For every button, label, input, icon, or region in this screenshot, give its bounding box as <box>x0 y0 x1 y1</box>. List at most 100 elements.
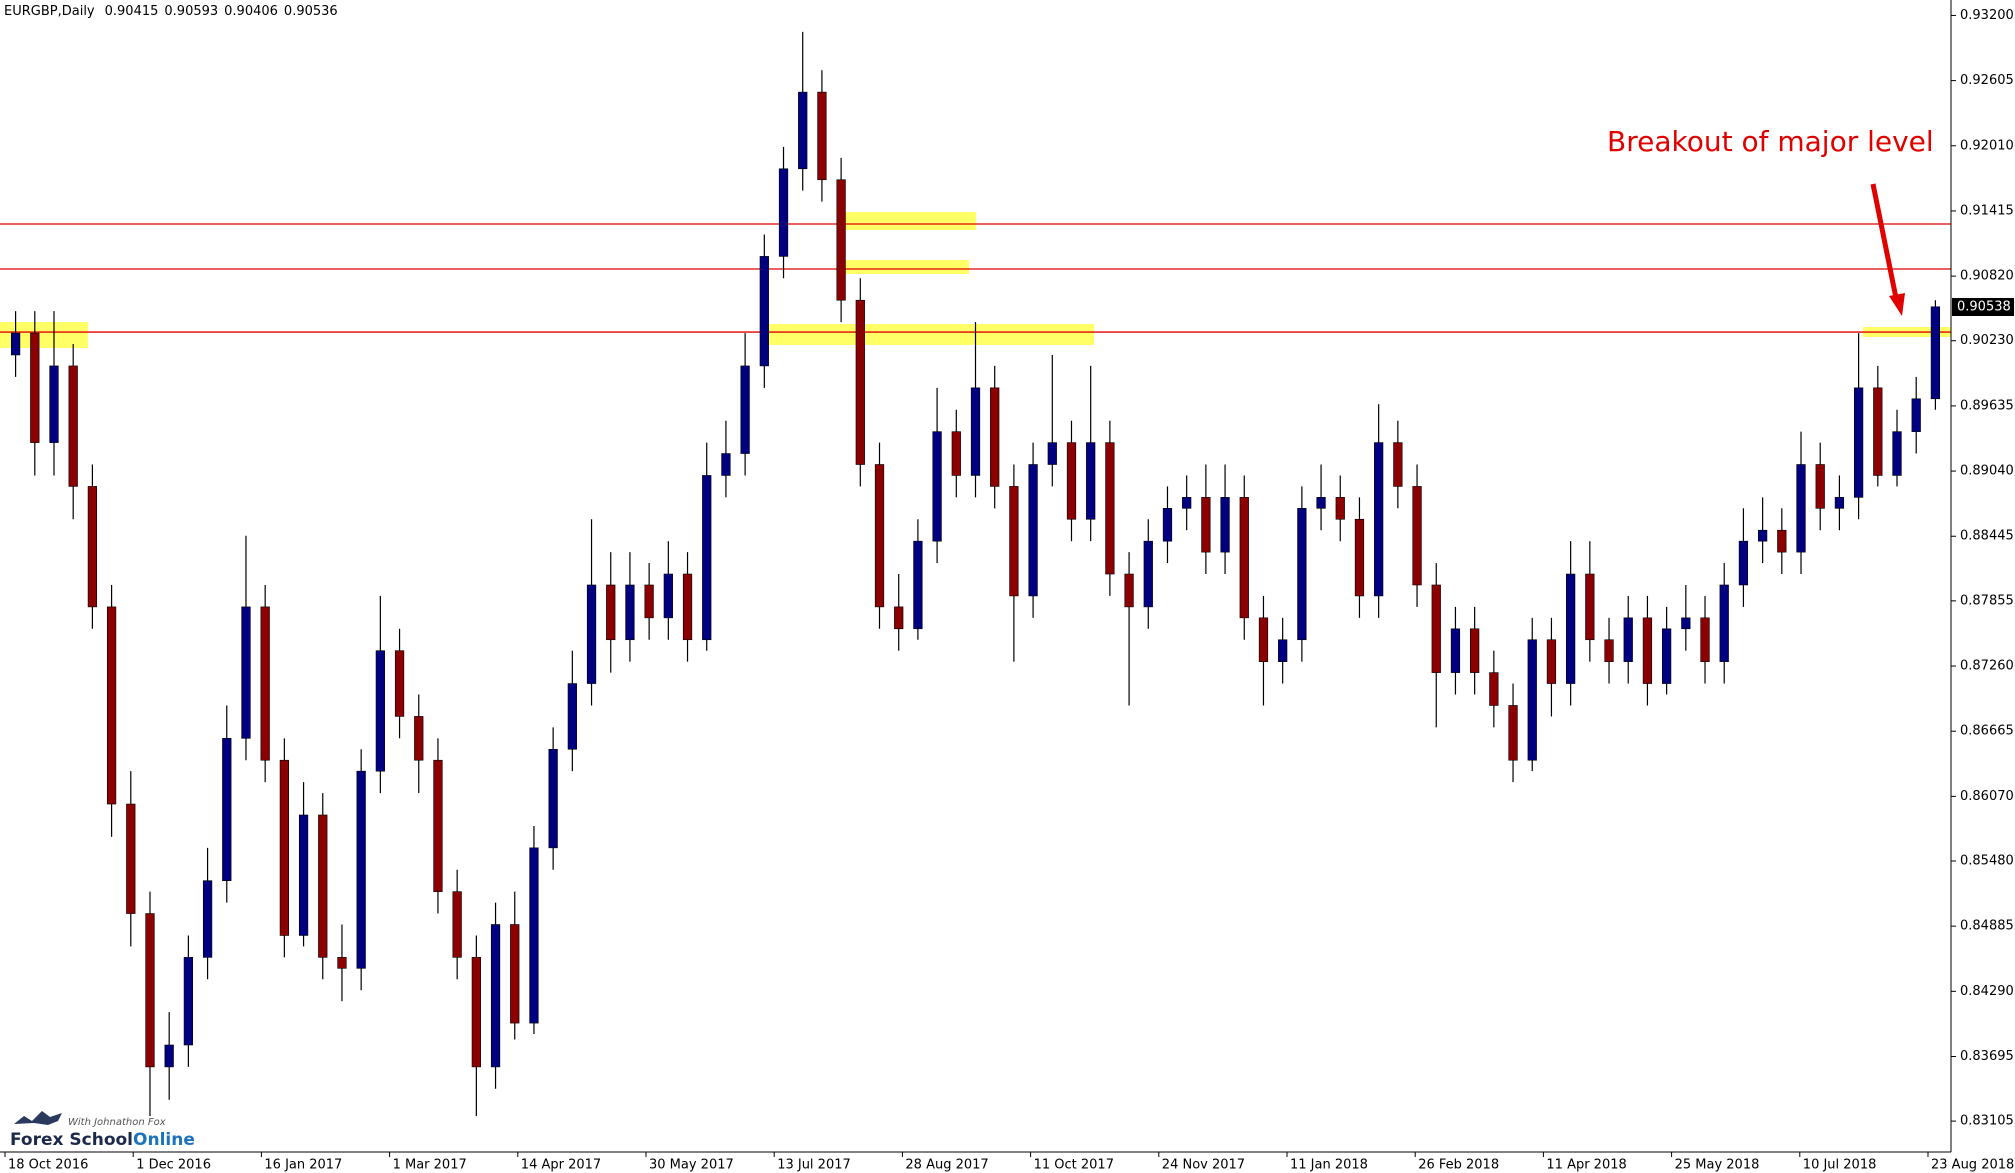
candle-body <box>1124 573 1134 608</box>
candle-body <box>1815 464 1825 509</box>
candle-body <box>1853 387 1864 498</box>
candle-body <box>874 464 885 608</box>
candle-body <box>1623 617 1633 662</box>
candle-body <box>1777 529 1787 553</box>
candle-body <box>548 748 558 849</box>
candle-body <box>1028 464 1038 597</box>
candle-body <box>1604 639 1614 662</box>
logo-icon <box>14 1111 62 1125</box>
candle-body <box>1566 573 1576 684</box>
candle-body <box>106 606 117 805</box>
candle-body <box>145 913 155 1068</box>
y-tick-label: 0.83105 <box>1960 1114 2014 1129</box>
candle-body <box>1892 431 1902 476</box>
candle-body <box>1431 584 1441 673</box>
x-tick-label: 1 Dec 2016 <box>136 1158 211 1173</box>
x-tick-label: 18 Oct 2016 <box>8 1158 88 1173</box>
candle-body <box>1738 540 1749 586</box>
y-tick-label: 0.87855 <box>1960 593 2014 608</box>
x-tick-label: 24 Nov 2017 <box>1162 1158 1245 1173</box>
candle-body <box>433 759 443 892</box>
x-tick-label: 11 Apr 2018 <box>1546 1158 1626 1173</box>
candle-body <box>375 650 385 772</box>
candle-body <box>394 650 405 717</box>
candle-body <box>1335 497 1345 520</box>
candle-body <box>1834 497 1845 509</box>
candle-body <box>87 486 98 608</box>
candle-body <box>1162 508 1173 542</box>
candle-body <box>1796 464 1806 553</box>
y-tick-label: 0.89635 <box>1960 398 2014 413</box>
logo-suffix: Online <box>133 1130 195 1150</box>
y-tick-label: 0.84885 <box>1960 919 2014 934</box>
header-close: 0.90536 <box>284 4 338 19</box>
logo-tagline: With Johnathon Fox <box>68 1117 166 1128</box>
y-tick-label: 0.84290 <box>1960 984 2014 999</box>
candle-body <box>817 91 827 181</box>
y-tick-label: 0.85480 <box>1960 853 2014 868</box>
candle-body <box>1662 628 1672 684</box>
candle-body <box>1278 639 1288 662</box>
candle-body <box>644 584 654 619</box>
candle-body <box>183 957 194 1046</box>
candle-body <box>318 814 328 958</box>
y-tick-label: 0.90820 <box>1960 269 2014 284</box>
candle-body <box>452 891 462 958</box>
candle-body <box>1047 442 1057 465</box>
candle-body <box>663 573 673 619</box>
candle-body <box>1681 617 1691 630</box>
logo-text: Forex SchoolOnline <box>10 1130 195 1150</box>
x-tick-label: 23 Aug 2018 <box>1931 1158 2014 1173</box>
candle-body <box>1143 540 1153 608</box>
candle-body <box>1201 497 1211 553</box>
candle-body <box>30 332 40 443</box>
header-open: 0.90415 <box>105 4 159 19</box>
candle-body <box>10 332 21 356</box>
candle-body <box>126 803 136 914</box>
candle-body <box>836 179 846 301</box>
candle-body <box>1700 617 1710 662</box>
candle-body <box>490 924 501 1068</box>
zone-highlight <box>842 260 969 274</box>
candle-body <box>260 606 270 761</box>
candle-body <box>1642 617 1653 684</box>
candle-body <box>951 431 961 476</box>
annotation-arrow <box>1870 183 1905 316</box>
candle-body <box>279 759 289 936</box>
candle-body <box>164 1044 174 1068</box>
candle-body <box>241 606 251 739</box>
candle-body <box>1450 628 1461 673</box>
arrow-head <box>1889 293 1905 316</box>
x-tick-label: 30 May 2017 <box>649 1158 734 1173</box>
candle-body <box>740 365 750 454</box>
y-tick-label: 0.86070 <box>1960 789 2014 804</box>
candle-body <box>778 168 789 257</box>
candle-body <box>202 880 213 958</box>
candle-body <box>970 387 981 476</box>
candle-body <box>1354 518 1365 597</box>
candle-body <box>471 957 481 1068</box>
symbol: EURGBP,Daily <box>4 4 95 19</box>
candle-body <box>1374 442 1384 597</box>
x-tick-label: 28 Aug 2017 <box>905 1158 988 1173</box>
zone-highlight <box>839 212 976 230</box>
x-tick-label: 16 Jan 2017 <box>264 1158 342 1173</box>
x-tick-label: 11 Oct 2017 <box>1034 1158 1114 1173</box>
candle-body <box>1220 497 1230 553</box>
x-tick-label: 1 Mar 2017 <box>393 1158 467 1173</box>
x-tick-label: 26 Feb 2018 <box>1418 1158 1499 1173</box>
header: EURGBP,Daily 0.90415 0.90593 0.90406 0.90536 <box>4 4 338 19</box>
candle-body <box>1239 497 1249 619</box>
candle-body <box>682 573 693 641</box>
x-tick-label: 14 Apr 2017 <box>521 1158 601 1173</box>
candle-body <box>49 365 59 443</box>
y-tick-label: 0.93200 <box>1960 8 2014 23</box>
y-tick-label: 0.86665 <box>1960 724 2014 739</box>
candle-body <box>894 606 904 630</box>
candle-body <box>932 431 942 542</box>
candle-body <box>1508 705 1518 761</box>
logo-name: Forex School <box>10 1130 133 1150</box>
y-tick-label: 0.92605 <box>1960 73 2014 88</box>
